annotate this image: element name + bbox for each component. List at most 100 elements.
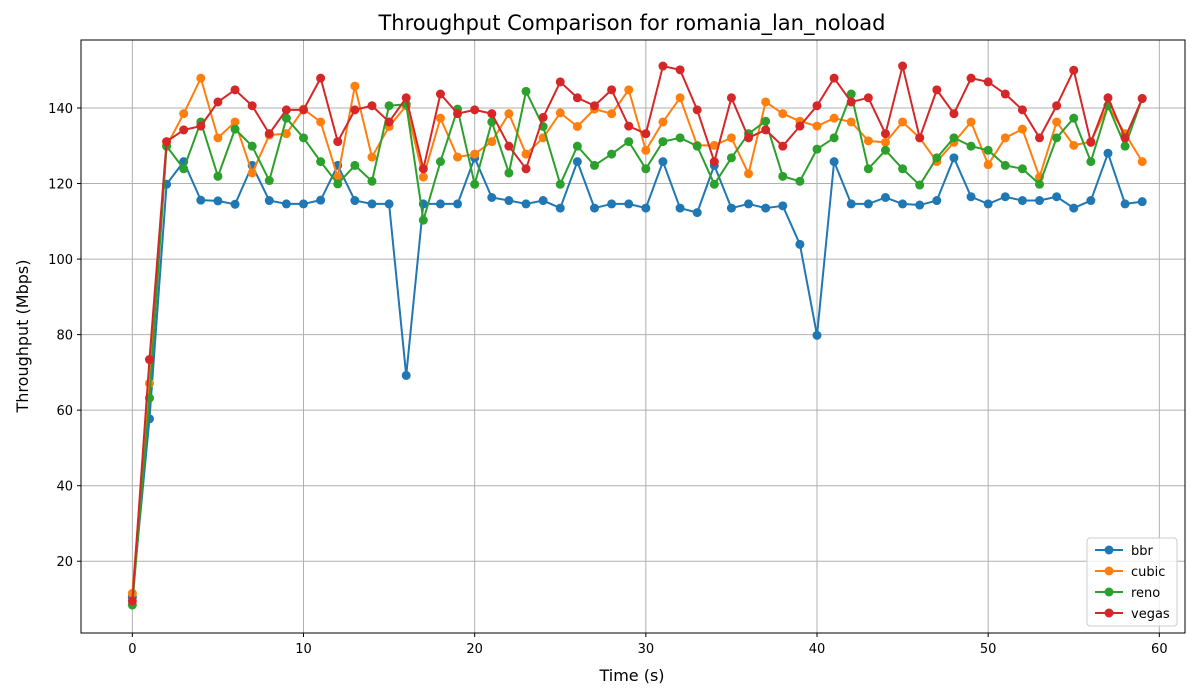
data-point-reno bbox=[795, 176, 805, 186]
data-point-vegas bbox=[1035, 133, 1045, 143]
data-point-reno bbox=[1086, 157, 1096, 167]
data-point-vegas bbox=[144, 355, 154, 365]
data-point-cubic bbox=[367, 152, 377, 162]
data-point-bbr bbox=[1035, 196, 1045, 206]
data-point-reno bbox=[846, 89, 856, 99]
data-point-cubic bbox=[316, 117, 326, 127]
data-point-vegas bbox=[470, 105, 480, 115]
y-tick-label: 20 bbox=[56, 555, 73, 570]
legend-marker bbox=[1104, 545, 1114, 555]
data-point-vegas bbox=[966, 73, 976, 83]
legend-item-cubic: cubic bbox=[1095, 565, 1165, 580]
data-point-bbr bbox=[966, 192, 976, 202]
data-point-vegas bbox=[453, 109, 463, 119]
data-point-reno bbox=[966, 141, 976, 151]
data-point-vegas bbox=[281, 105, 291, 115]
data-point-cubic bbox=[572, 121, 582, 131]
data-point-reno bbox=[435, 157, 445, 167]
data-point-reno bbox=[470, 179, 480, 189]
data-point-vegas bbox=[607, 85, 617, 95]
data-point-vegas bbox=[846, 97, 856, 107]
y-tick-label: 140 bbox=[48, 102, 73, 117]
data-point-cubic bbox=[709, 140, 719, 150]
data-point-bbr bbox=[521, 199, 531, 209]
data-point-reno bbox=[316, 157, 326, 167]
data-point-vegas bbox=[1137, 94, 1147, 104]
data-point-cubic bbox=[863, 136, 873, 146]
data-point-vegas bbox=[675, 65, 685, 75]
series-vegas bbox=[127, 61, 1147, 606]
data-point-vegas bbox=[915, 133, 925, 143]
data-point-vegas bbox=[1120, 133, 1130, 143]
data-point-vegas bbox=[641, 129, 651, 139]
data-point-bbr bbox=[1052, 192, 1062, 202]
data-point-reno bbox=[504, 168, 514, 178]
data-point-reno bbox=[1035, 179, 1045, 189]
data-point-cubic bbox=[418, 172, 428, 182]
data-point-vegas bbox=[1017, 105, 1027, 115]
data-point-vegas bbox=[555, 77, 565, 87]
plot-area bbox=[127, 61, 1147, 610]
data-point-bbr bbox=[915, 200, 925, 210]
x-tick-label: 30 bbox=[638, 642, 655, 657]
data-point-cubic bbox=[880, 137, 890, 147]
data-point-cubic bbox=[641, 145, 651, 155]
data-point-bbr bbox=[692, 208, 702, 218]
data-point-bbr bbox=[829, 157, 839, 167]
data-point-bbr bbox=[316, 195, 326, 205]
data-point-reno bbox=[555, 179, 565, 189]
data-point-bbr bbox=[213, 196, 223, 206]
data-point-vegas bbox=[299, 105, 309, 115]
data-point-reno bbox=[521, 86, 531, 96]
data-point-bbr bbox=[1000, 192, 1010, 202]
data-point-cubic bbox=[1017, 124, 1027, 134]
data-point-vegas bbox=[983, 77, 993, 87]
data-point-bbr bbox=[863, 199, 873, 209]
data-point-vegas bbox=[418, 164, 428, 174]
data-point-vegas bbox=[538, 112, 548, 122]
data-point-vegas bbox=[658, 61, 668, 71]
data-point-vegas bbox=[1103, 93, 1113, 103]
legend-label: reno bbox=[1131, 586, 1160, 601]
data-point-cubic bbox=[1052, 117, 1062, 127]
data-point-reno bbox=[367, 176, 377, 186]
data-point-bbr bbox=[538, 196, 548, 206]
data-point-bbr bbox=[949, 153, 959, 163]
x-tick-label: 40 bbox=[809, 642, 826, 657]
data-point-reno bbox=[709, 179, 719, 189]
data-point-cubic bbox=[812, 121, 822, 131]
data-point-reno bbox=[1000, 160, 1010, 170]
data-point-vegas bbox=[247, 101, 257, 111]
y-tick-label: 60 bbox=[56, 404, 73, 419]
data-point-bbr bbox=[898, 199, 908, 209]
data-point-reno bbox=[247, 141, 257, 151]
data-point-vegas bbox=[213, 97, 223, 107]
data-point-vegas bbox=[778, 141, 788, 151]
data-point-cubic bbox=[435, 113, 445, 123]
data-point-bbr bbox=[795, 239, 805, 249]
data-point-bbr bbox=[504, 196, 514, 206]
data-point-cubic bbox=[744, 169, 754, 179]
data-point-vegas bbox=[504, 141, 514, 151]
y-tick-label: 80 bbox=[56, 329, 73, 344]
data-point-vegas bbox=[367, 101, 377, 111]
data-point-vegas bbox=[589, 101, 599, 111]
data-point-reno bbox=[932, 153, 942, 163]
data-point-bbr bbox=[435, 199, 445, 209]
legend-item-vegas: vegas bbox=[1095, 607, 1170, 622]
legend-marker bbox=[1104, 566, 1114, 576]
data-point-reno bbox=[1069, 113, 1079, 123]
data-point-bbr bbox=[555, 203, 565, 213]
data-point-vegas bbox=[127, 596, 137, 606]
data-point-bbr bbox=[675, 203, 685, 213]
data-point-reno bbox=[384, 101, 394, 111]
legend-item-bbr: bbr bbox=[1095, 544, 1154, 559]
data-point-cubic bbox=[1069, 140, 1079, 150]
data-point-bbr bbox=[812, 330, 822, 340]
data-point-reno bbox=[350, 160, 360, 170]
x-tick-label: 20 bbox=[466, 642, 483, 657]
legend-label: bbr bbox=[1131, 544, 1154, 559]
x-axis-label: Time (s) bbox=[598, 666, 664, 685]
legend-box bbox=[1086, 537, 1178, 627]
